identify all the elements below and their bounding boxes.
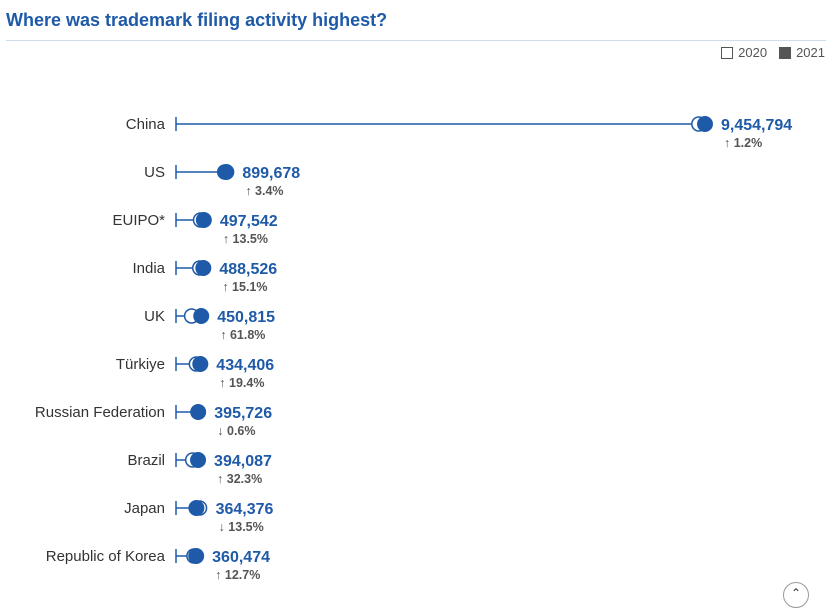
legend-swatch-2021 (779, 46, 792, 59)
change-label: ↑ 3.4% (245, 184, 283, 198)
value-label: 9,454,794 (721, 117, 792, 134)
value-label: 450,815 (217, 309, 275, 326)
category-label: China (126, 116, 166, 133)
value-label: 899,678 (242, 165, 300, 182)
change-label: ↑ 13.5% (223, 232, 268, 246)
category-label: US (144, 164, 165, 181)
marker-2021 (218, 164, 235, 180)
value-label: 434,406 (216, 357, 274, 374)
category-label: Brazil (127, 452, 165, 469)
category-label: UK (144, 308, 165, 325)
change-label: ↑ 32.3% (217, 472, 262, 486)
chart-title: Where was trademark filing activity high… (6, 10, 388, 30)
legend-item-2020[interactable]: 2020 (721, 45, 767, 60)
marker-2021 (190, 452, 207, 468)
legend-swatch-2020 (721, 46, 734, 59)
marker-2021 (195, 212, 212, 228)
category-label: EUIPO* (112, 212, 165, 229)
category-label: India (132, 260, 165, 277)
category-label: Türkiye (116, 356, 165, 373)
change-label: ↓ 0.6% (217, 424, 255, 438)
value-label: 364,376 (216, 501, 274, 518)
value-label: 395,726 (214, 405, 272, 422)
marker-2021 (195, 260, 212, 276)
marker-2021 (188, 500, 205, 516)
legend: 2020 2021 (715, 45, 825, 60)
change-label: ↑ 61.8% (220, 328, 265, 342)
scroll-up-icon[interactable]: ⌃ (783, 582, 809, 608)
marker-2021 (192, 356, 209, 372)
marker-2021 (697, 116, 713, 132)
value-label: 360,474 (212, 549, 270, 566)
change-label: ↑ 1.2% (724, 136, 762, 150)
marker-2021 (190, 404, 207, 420)
category-label: Japan (124, 500, 165, 517)
legend-label-2020: 2020 (738, 45, 768, 60)
change-label: ↑ 12.7% (215, 568, 260, 582)
marker-2021 (188, 548, 205, 564)
legend-item-2021[interactable]: 2021 (779, 45, 825, 60)
change-label: ↑ 15.1% (222, 280, 267, 294)
value-label: 488,526 (219, 261, 277, 278)
legend-label-2021: 2021 (796, 45, 825, 60)
marker-2021 (193, 308, 210, 324)
value-label: 394,087 (214, 453, 272, 470)
change-label: ↓ 13.5% (219, 520, 264, 534)
category-label: Republic of Korea (46, 548, 166, 565)
change-label: ↑ 19.4% (219, 376, 264, 390)
title-divider (6, 40, 826, 41)
value-label: 497,542 (220, 213, 278, 230)
category-label: Russian Federation (35, 404, 165, 421)
